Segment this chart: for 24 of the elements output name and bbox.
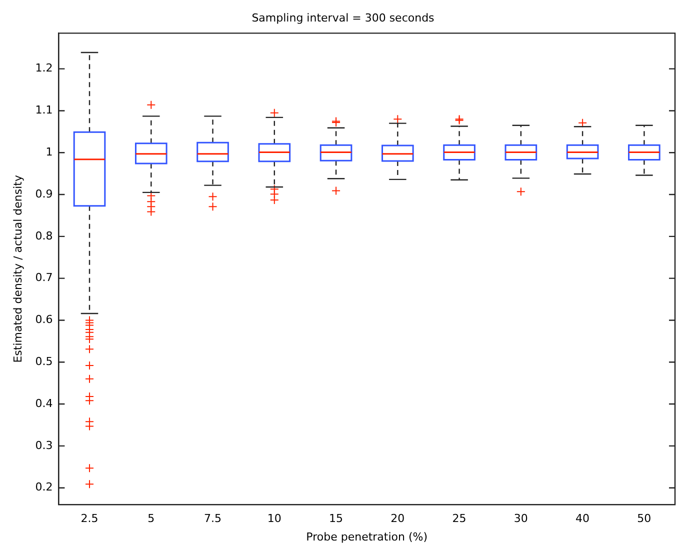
x-tick-label: 25 xyxy=(452,512,466,526)
x-tick-label: 40 xyxy=(576,512,590,526)
y-tick-label: 0.4 xyxy=(35,396,53,410)
chart-title: Sampling interval = 300 seconds xyxy=(252,11,435,24)
x-tick-label: 7.5 xyxy=(204,512,222,526)
x-tick-label: 10 xyxy=(267,512,282,526)
y-tick-label: 0.3 xyxy=(35,438,53,452)
y-tick-label: 0.2 xyxy=(35,480,53,494)
y-tick-label: 1.1 xyxy=(35,104,53,117)
y-tick-label: 0.9 xyxy=(35,187,53,200)
y-tick-label: 1.2 xyxy=(35,62,53,75)
y-tick-label: 0.7 xyxy=(35,271,53,284)
y-tick-label: 0.6 xyxy=(35,313,53,326)
x-tick-label: 30 xyxy=(514,512,528,526)
y-axis-title: Estimated density / actual density xyxy=(11,174,24,363)
x-tick-label: 5 xyxy=(148,512,155,526)
x-tick-label: 2.5 xyxy=(80,512,98,526)
x-tick-label: 15 xyxy=(329,512,344,526)
y-tick-label: 0.8 xyxy=(35,229,53,242)
x-tick-label: 20 xyxy=(390,512,405,526)
x-axis-title: Probe penetration (%) xyxy=(306,530,428,544)
y-tick-label: 0.5 xyxy=(35,354,53,368)
x-tick-label: 50 xyxy=(637,512,652,526)
y-tick-label: 1 xyxy=(46,145,53,158)
